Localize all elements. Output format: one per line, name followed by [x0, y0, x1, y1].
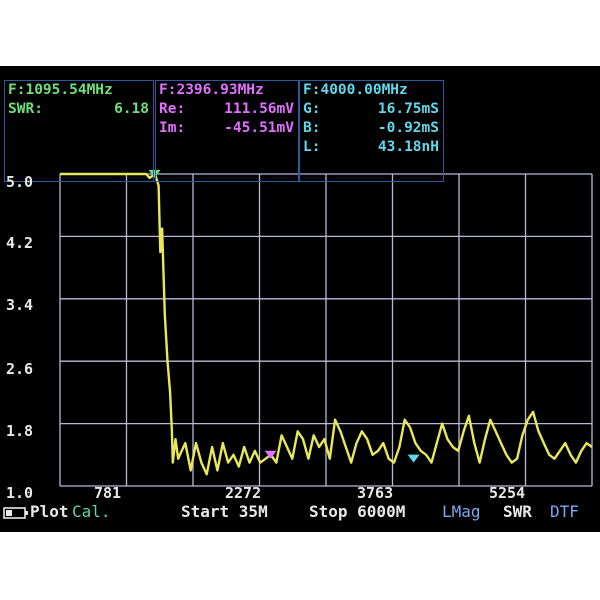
- marker-2-freq: F:2396.93MHz: [159, 82, 264, 98]
- vna-screen: F:1095.54MHz SWR: 6.18 F:2396.93MHz Re: 11…: [0, 66, 600, 532]
- y-tick-label: 4.2: [6, 234, 34, 252]
- swr-trace: [60, 172, 593, 476]
- stop-frequency[interactable]: Stop 6000M: [309, 502, 406, 521]
- x-tick-label: 5254: [489, 484, 526, 502]
- marker-2-im-value: -45.51mV: [224, 120, 294, 136]
- marker-2-re-value: 111.56mV: [224, 101, 294, 117]
- marker-3-freq: F:4000.00MHz: [303, 82, 408, 98]
- cal-status[interactable]: Cal.: [72, 502, 111, 521]
- x-tick-label: 2272: [225, 484, 262, 502]
- marker-1-swr-value: 6.18: [114, 101, 149, 117]
- x-tick-label: 3763: [357, 484, 394, 502]
- y-tick-label: 1.0: [6, 484, 34, 502]
- marker-2-im-label: Im:: [159, 120, 186, 136]
- x-tick-label: 781: [94, 484, 122, 502]
- swr-mode[interactable]: SWR: [503, 502, 532, 521]
- marker-1-triangle[interactable]: [148, 169, 161, 178]
- marker-1-freq: F:1095.54MHz: [8, 82, 113, 98]
- marker-3-l-value: 43.18nH: [377, 139, 439, 155]
- marker-3-l-label: L:: [303, 139, 321, 155]
- battery-icon: [3, 506, 29, 520]
- dtf-mode[interactable]: DTF: [550, 502, 579, 521]
- marker-3-triangle[interactable]: [407, 454, 420, 463]
- marker-1-panel: F:1095.54MHz SWR: 6.18: [4, 80, 154, 182]
- marker-2-panel: F:2396.93MHz Re: 111.56mV Im: -45.51mV: [155, 80, 299, 182]
- y-tick-label: 5.0: [6, 173, 34, 191]
- plot-menu-button[interactable]: Plot: [30, 502, 69, 521]
- marker-2-re-label: Re:: [159, 101, 186, 117]
- start-frequency[interactable]: Start 35M: [181, 502, 268, 521]
- swr-plot: [59, 169, 593, 487]
- y-tick-label: 2.6: [6, 360, 34, 378]
- marker-2-triangle[interactable]: [264, 450, 277, 459]
- marker-3-g-label: G:: [303, 101, 321, 117]
- marker-3-panel: F:4000.00MHz G: 16.75mS B: -0.92mS L: 43.18…: [299, 80, 444, 182]
- marker-3-g-value: 16.75mS: [377, 101, 439, 117]
- marker-1-swr-label: SWR:: [8, 101, 43, 117]
- y-tick-label: 3.4: [6, 296, 34, 314]
- lmag-mode[interactable]: LMag: [442, 502, 481, 521]
- marker-3-b-label: B:: [303, 120, 321, 136]
- y-tick-label: 1.8: [6, 422, 34, 440]
- marker-3-b-value: -0.92mS: [377, 120, 439, 136]
